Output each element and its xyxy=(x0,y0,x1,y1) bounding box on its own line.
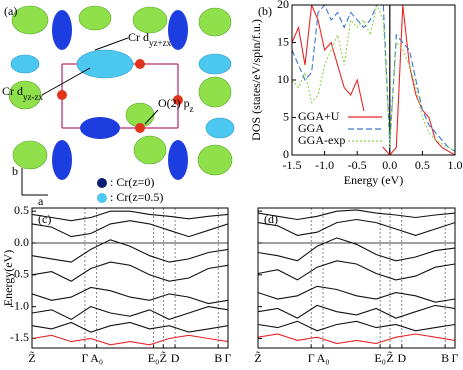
y-tick-label: -0.5 xyxy=(10,267,29,281)
series-line xyxy=(32,334,228,346)
series-line xyxy=(32,321,228,333)
series-line xyxy=(32,210,228,222)
orbital-label: Cr dyz+zx xyxy=(128,30,172,48)
y-tick-label: 0.5 xyxy=(14,203,29,217)
y-tick-label: 10 xyxy=(277,72,289,86)
series-line xyxy=(32,286,228,305)
structure-panel: (a) Cr dyz+zx Cr dyz-zx O(2) pz b a : Cr… xyxy=(0,0,235,208)
oxygen-atoms xyxy=(57,59,183,133)
y-tick-label: 0.0 xyxy=(14,235,29,249)
x-tick-label: B xyxy=(441,351,449,365)
series-line xyxy=(258,285,455,303)
orbital-label: O(2) pz xyxy=(158,96,194,114)
series-line xyxy=(258,218,455,236)
label-sub: yz-zx xyxy=(23,92,43,102)
axis-label: b xyxy=(12,164,18,178)
y-tick-label: 0 xyxy=(283,147,289,161)
x-tick-label: -1.5 xyxy=(283,158,302,172)
series-line xyxy=(292,5,455,152)
pointer xyxy=(41,67,91,96)
x-tick-label: Γ xyxy=(452,351,459,365)
y-axis-label: Energy(eV) xyxy=(1,250,15,306)
x-tick-label: E₀ xyxy=(374,351,386,365)
y-tick-label: 5 xyxy=(283,109,289,123)
x-tick-label: 0.0 xyxy=(382,158,397,172)
label-text: O(2) p xyxy=(158,96,190,110)
label-sub: z xyxy=(190,104,194,114)
y-axis-label: DOS (states/eV/spin/f.u.) xyxy=(249,19,263,141)
cr-z05-orbitals xyxy=(10,49,235,139)
series-line xyxy=(32,261,228,282)
cr-z0-orbitals xyxy=(52,10,188,180)
legend-swatch xyxy=(97,178,107,188)
label-sub: yz+zx xyxy=(149,38,172,48)
orbital-label: Cr dyz-zx xyxy=(2,84,43,102)
panel-label: (c) xyxy=(38,212,51,226)
y-tick-label: 15 xyxy=(277,34,289,48)
legend-label: : Cr(z=0.5) xyxy=(110,190,163,204)
x-axis-label: Energy (eV) xyxy=(344,173,403,187)
plot-frame xyxy=(291,4,456,156)
x-tick-label: Z̃ xyxy=(386,350,393,364)
series-line xyxy=(258,320,455,332)
legend-bg xyxy=(296,135,384,147)
x-tick-label: Γ xyxy=(81,351,88,365)
label-text: Cr d xyxy=(128,30,149,44)
series-line xyxy=(32,305,228,321)
series-line xyxy=(32,239,228,263)
plot-frame xyxy=(257,207,456,349)
x-tick-label: E₀ xyxy=(148,351,160,365)
series-line xyxy=(32,220,228,238)
y-tick-label: -1.5 xyxy=(10,330,29,344)
y-tick-label: -1.0 xyxy=(10,298,29,312)
x-tick-label: D xyxy=(171,351,180,365)
series-line xyxy=(258,209,455,221)
panel-label: (a) xyxy=(4,4,17,18)
x-tick-label: A₀ xyxy=(317,351,330,365)
x-tick-label: Z̃ xyxy=(28,350,35,364)
legend-bg xyxy=(296,123,384,135)
pointer xyxy=(94,37,129,51)
pointer xyxy=(144,109,159,125)
x-tick-label: -0.5 xyxy=(348,158,367,172)
x-tick-label: Γ xyxy=(308,351,315,365)
label-text: Cr d xyxy=(2,84,23,98)
panel-label: (b) xyxy=(258,4,272,18)
legend-swatch xyxy=(97,193,107,203)
legend-label: GGA xyxy=(298,121,324,135)
series-line xyxy=(258,260,455,281)
legend-label: GGA-exp xyxy=(298,133,345,147)
legend-label: GGA+U xyxy=(298,109,340,123)
axis-label: a xyxy=(38,194,44,208)
legend-bg xyxy=(296,111,384,123)
x-tick-label: Γ xyxy=(225,351,232,365)
x-tick-label: B xyxy=(214,351,222,365)
y-tick-label: 20 xyxy=(277,0,289,11)
x-tick-label: D xyxy=(397,351,406,365)
x-tick-label: Z̃ xyxy=(160,350,167,364)
series-line xyxy=(258,304,455,319)
series-line xyxy=(258,333,455,345)
x-tick-label: Z̃ xyxy=(254,350,261,364)
structure-background xyxy=(0,0,235,205)
x-tick-label: A₀ xyxy=(90,351,103,365)
x-tick-label: 0.5 xyxy=(415,158,430,172)
plot-frame xyxy=(31,207,229,349)
x-tick-label: 1.0 xyxy=(448,158,463,172)
oxygen-orbitals xyxy=(8,5,233,176)
legend-label: : Cr(z=0) xyxy=(110,175,154,189)
series-line xyxy=(258,237,455,262)
series-line xyxy=(292,5,455,152)
x-tick-label: -1.0 xyxy=(315,158,334,172)
